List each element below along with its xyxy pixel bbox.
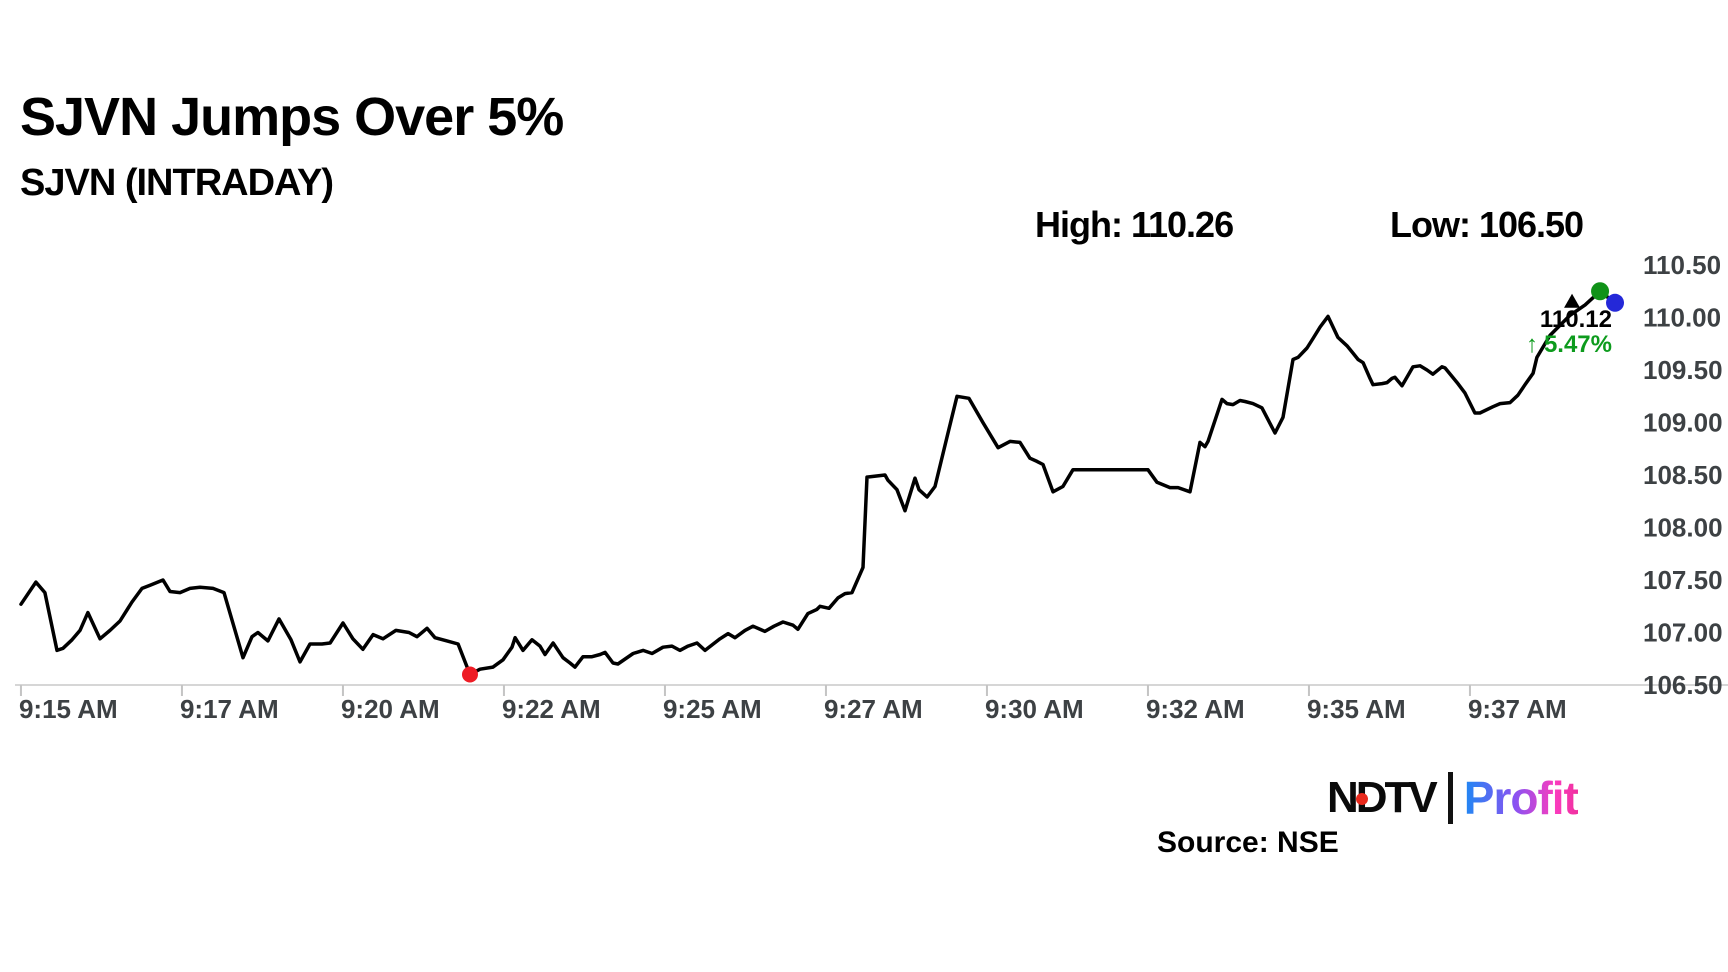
y-tick-label: 106.50: [1643, 670, 1723, 700]
x-tick-label: 9:17 AM: [180, 694, 279, 724]
x-tick-label: 9:22 AM: [502, 694, 601, 724]
ndtv-wordmark: NDTV: [1327, 770, 1438, 826]
high-point-dot: [1591, 282, 1610, 301]
x-tick-label: 9:15 AM: [19, 694, 118, 724]
x-tick-label: 9:27 AM: [824, 694, 923, 724]
high-value-label: High: 110.26: [1035, 204, 1234, 245]
up-arrow-icon: ↑: [1525, 331, 1538, 358]
y-tick-label: 110.50: [1643, 250, 1721, 280]
x-tick-label: 9:32 AM: [1146, 694, 1245, 724]
chart-subtitle: SJVN (INTRADAY): [20, 162, 334, 204]
y-tick-label: 109.50: [1643, 355, 1723, 385]
logo-separator-bar: [1447, 772, 1453, 824]
x-tick-label: 9:20 AM: [341, 694, 440, 724]
y-tick-label: 109.00: [1643, 408, 1723, 438]
last-price-callout: 110.12: [1539, 306, 1612, 333]
x-tick-label: 9:35 AM: [1307, 694, 1406, 724]
y-tick-label: 108.50: [1643, 460, 1723, 490]
low-point-dot: [461, 666, 478, 683]
ndtv-profit-logo: NDTV Profit: [1327, 770, 1579, 826]
x-tick-label: 9:25 AM: [663, 694, 762, 724]
price-pointer-triangle: [1564, 293, 1581, 308]
page-title: SJVN Jumps Over 5%: [20, 87, 564, 147]
change-percent-callout: ↑ 5.47%: [1526, 331, 1612, 359]
low-value-label: Low: 106.50: [1390, 204, 1584, 245]
ndtv-red-dot-icon: [1356, 793, 1368, 805]
y-tick-label: 108.00: [1643, 513, 1723, 543]
x-tick-label: 9:30 AM: [985, 694, 1084, 724]
profit-wordmark: Profit: [1463, 772, 1579, 824]
change-percent-value: 5.47%: [1543, 331, 1612, 358]
last-price-dot: [1606, 293, 1625, 312]
price-line: [19, 289, 1617, 677]
y-tick-label: 107.50: [1643, 565, 1723, 595]
x-tick-label: 9:37 AM: [1468, 694, 1567, 724]
y-tick-label: 107.00: [1643, 618, 1723, 648]
ndtv-text: NDTV: [1327, 773, 1438, 822]
source-note: Source: NSE: [1157, 826, 1339, 859]
y-tick-label: 110.00: [1643, 303, 1721, 333]
